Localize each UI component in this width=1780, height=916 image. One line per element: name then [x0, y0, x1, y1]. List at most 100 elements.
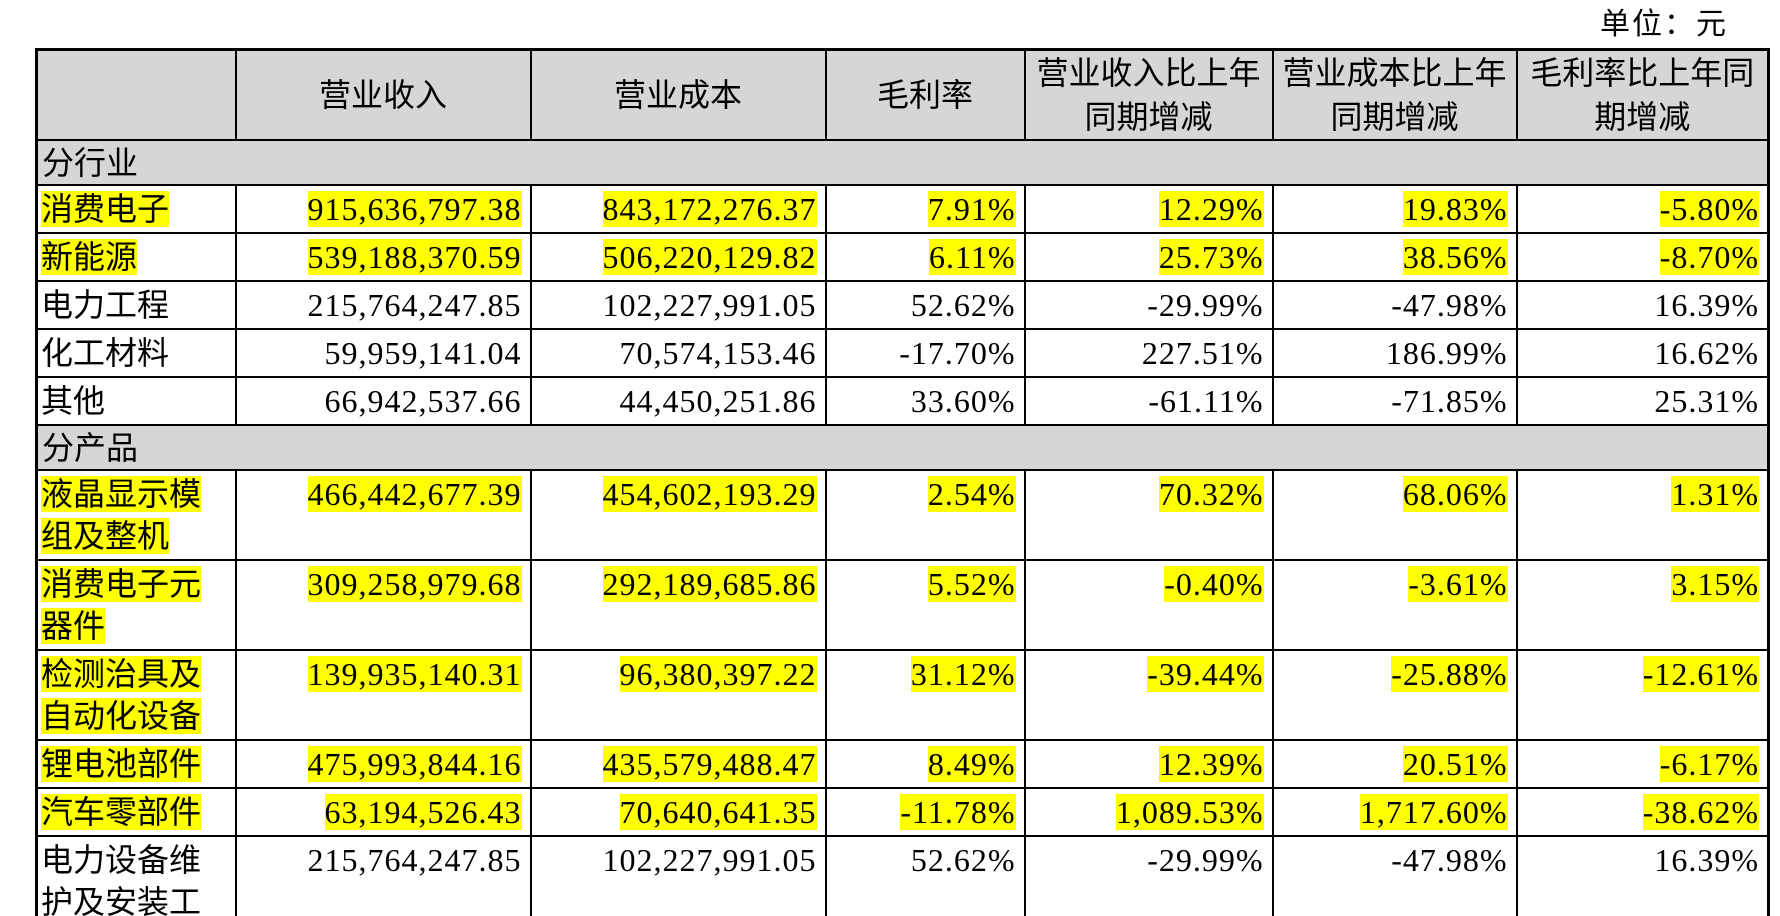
cell-value: 59,959,141.04 [324, 335, 522, 371]
cell-value: 454,602,193.29 [602, 476, 817, 512]
section-row: 分行业 [35, 139, 1770, 186]
row-label: 消费电子 [41, 191, 170, 227]
table-row: 电力工程 215,764,247.85 102,227,991.05 52.62% -2… [35, 280, 1770, 330]
table-cell: 2.54% [824, 469, 1026, 561]
table-cell: 506,220,129.82 [529, 232, 827, 282]
unit-label: 单位：元 [1600, 8, 1728, 41]
cell-value: 33.60% [910, 383, 1016, 419]
cell-value: -47.98% [1391, 842, 1508, 878]
cell-value: 215,764,247.85 [307, 287, 522, 323]
header-row: 营业收入 营业成本 毛利率 营业收入比上年同期增减 营业成本比上年同期增减 毛利… [35, 48, 1770, 141]
table-cell: -25.88% [1271, 649, 1518, 741]
cell-value: 466,442,677.39 [307, 476, 522, 512]
cell-value: 16.39% [1654, 842, 1759, 878]
table-cell: 7.91% [824, 184, 1026, 234]
table-cell: -17.70% [824, 328, 1026, 378]
cell-value: -61.11% [1148, 383, 1264, 419]
column-header-cost-yoy: 营业成本比上年同期增减 [1271, 48, 1518, 141]
cell-value: 1,089.53% [1115, 794, 1264, 830]
row-label: 电力设备维护及安装工程 [41, 842, 202, 916]
table-cell: 16.39% [1515, 835, 1770, 916]
cell-value: 539,188,370.59 [307, 239, 522, 275]
table-row: 化工材料 59,959,141.04 70,574,153.46 -17.70% 227… [35, 328, 1770, 378]
table-cell: 1.31% [1515, 469, 1770, 561]
cell-value: 186.99% [1385, 335, 1508, 371]
table-cell: 12.39% [1023, 739, 1274, 789]
cell-value: 70.32% [1158, 476, 1264, 512]
table-cell: 16.62% [1515, 328, 1770, 378]
table-cell: -47.98% [1271, 280, 1518, 330]
table-cell: -3.61% [1271, 559, 1518, 651]
table-cell: 466,442,677.39 [234, 469, 532, 561]
table-cell: 96,380,397.22 [529, 649, 827, 741]
table-cell: -39.44% [1023, 649, 1274, 741]
table-cell: -6.17% [1515, 739, 1770, 789]
table-cell: -38.62% [1515, 787, 1770, 837]
cell-value: 68.06% [1402, 476, 1508, 512]
table-row: 其他 66,942,537.66 44,450,251.86 33.60% -61.11… [35, 376, 1770, 426]
cell-value: 6.11% [929, 239, 1016, 275]
cell-value: 19.83% [1402, 191, 1508, 227]
table-cell: 59,959,141.04 [234, 328, 532, 378]
section-label: 分行业 [35, 139, 1770, 186]
column-header-cost: 营业成本 [529, 48, 827, 141]
cell-value: 102,227,991.05 [602, 842, 817, 878]
table-cell: 68.06% [1271, 469, 1518, 561]
table-cell: 539,188,370.59 [234, 232, 532, 282]
table-cell: 锂电池部件 [35, 739, 237, 789]
row-label: 液晶显示模组及整机 [41, 476, 202, 554]
cell-value: 20.51% [1402, 746, 1508, 782]
cell-value: 2.54% [927, 476, 1016, 512]
table-cell: 70.32% [1023, 469, 1274, 561]
cell-value: 12.39% [1158, 746, 1264, 782]
cell-value: 12.29% [1158, 191, 1264, 227]
table-cell: -29.99% [1023, 835, 1274, 916]
table-cell: 液晶显示模组及整机 [35, 469, 237, 561]
table-cell: 309,258,979.68 [234, 559, 532, 651]
table-cell: 139,935,140.31 [234, 649, 532, 741]
row-label: 锂电池部件 [41, 746, 202, 782]
table-cell: 3.15% [1515, 559, 1770, 651]
column-header-revenue-yoy: 营业收入比上年同期增减 [1023, 48, 1274, 141]
cell-value: -8.70% [1659, 239, 1759, 275]
table-cell: 电力设备维护及安装工程 [35, 835, 237, 916]
cell-value: 215,764,247.85 [307, 842, 522, 878]
table-row: 消费电子 915,636,797.38 843,172,276.37 7.91% 12.… [35, 184, 1770, 234]
table-cell: 215,764,247.85 [234, 280, 532, 330]
table-cell: 汽车零部件 [35, 787, 237, 837]
table-cell: 915,636,797.38 [234, 184, 532, 234]
table-cell: 475,993,844.16 [234, 739, 532, 789]
table-cell: 25.73% [1023, 232, 1274, 282]
table-cell: 8.49% [824, 739, 1026, 789]
row-label: 检测治具及自动化设备 [41, 656, 202, 734]
table-cell: 66,942,537.66 [234, 376, 532, 426]
table-cell: -11.78% [824, 787, 1026, 837]
cell-value: 38.56% [1402, 239, 1508, 275]
table-cell: -29.99% [1023, 280, 1274, 330]
table-row: 检测治具及自动化设备 139,935,140.31 96,380,397.22 31.… [35, 649, 1770, 741]
cell-value: 915,636,797.38 [307, 191, 522, 227]
cell-value: 227.51% [1141, 335, 1264, 371]
cell-value: 70,640,641.35 [619, 794, 817, 830]
column-header-blank [35, 48, 237, 141]
table-cell: 化工材料 [35, 328, 237, 378]
cell-value: -5.80% [1659, 191, 1759, 227]
cell-value: -17.70% [899, 335, 1016, 371]
table-cell: 843,172,276.37 [529, 184, 827, 234]
cell-value: -47.98% [1391, 287, 1508, 323]
table-cell: 102,227,991.05 [529, 835, 827, 916]
cell-value: -25.88% [1391, 656, 1508, 692]
table-cell: 44,450,251.86 [529, 376, 827, 426]
cell-value: 1.31% [1671, 476, 1759, 512]
column-header-revenue: 营业收入 [234, 48, 532, 141]
table-cell: -8.70% [1515, 232, 1770, 282]
cell-value: 5.52% [927, 566, 1016, 602]
cell-value: 96,380,397.22 [619, 656, 817, 692]
table-cell: 1,717.60% [1271, 787, 1518, 837]
cell-value: -6.17% [1659, 746, 1759, 782]
table-cell: 1,089.53% [1023, 787, 1274, 837]
table-cell: 454,602,193.29 [529, 469, 827, 561]
cell-value: 66,942,537.66 [324, 383, 522, 419]
row-label: 消费电子元器件 [41, 566, 202, 644]
